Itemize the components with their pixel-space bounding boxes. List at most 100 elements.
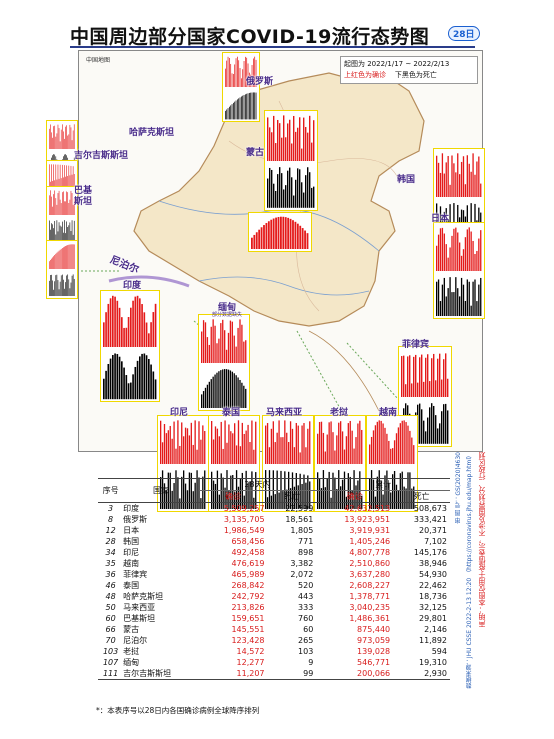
confirmed-total-cell: 3,040,235 [349, 603, 391, 612]
russia-death-bar [237, 99, 238, 120]
malaysia-confirmed-bar [295, 422, 297, 464]
pakistan-death-bar [50, 229, 51, 242]
death-total-cell: 508,673 [413, 504, 447, 513]
mongolia-death-bar [301, 182, 303, 208]
rank-cell: 103 [102, 647, 119, 656]
mongolia-confirmed-bar [287, 123, 289, 161]
death-total-cell: 18,736 [419, 592, 447, 601]
japan-death-bar [460, 277, 463, 316]
mongolia-confirmed-bar [307, 132, 309, 161]
laos-death-bar [349, 476, 351, 509]
pakistan-confirmed-bar [69, 199, 71, 215]
korea-confirmed-bar [457, 153, 459, 197]
vietnam-confirmed-bar [384, 427, 386, 464]
label-kazakhstan: 哈萨克斯坦 [129, 128, 175, 138]
thailand-death-bar [230, 475, 232, 509]
myanmar-death-bar [218, 371, 220, 408]
mongolia-death-bar [271, 169, 273, 208]
kyrgyzstan-confirmed-bar [71, 174, 73, 189]
russia-confirmed-bar [231, 73, 233, 87]
philippines-death-bar [421, 409, 423, 444]
chart-nepal [46, 240, 78, 299]
title-period-badge: 28日 [448, 26, 480, 41]
death-28-cell: 333 [298, 603, 314, 612]
header-total: 累计 [316, 478, 450, 491]
russia-confirmed-bar [245, 56, 246, 87]
chart-indonesia [157, 415, 209, 512]
pakistan-death-bar [60, 226, 62, 242]
thailand-death-bar [214, 483, 217, 509]
vietnam-death-bar [392, 474, 394, 509]
malaysia-confirmed-bar [309, 421, 311, 464]
pakistan-confirmed-bar [64, 201, 65, 215]
vietnam-death-bar [413, 486, 415, 509]
kyrgyzstan-confirmed-bar [50, 181, 51, 189]
malaysia-confirmed-bar [270, 428, 273, 464]
vietnam-death-bar [369, 478, 371, 509]
kyrgyzstan-confirmed-bar [52, 181, 53, 189]
kazakhstan-confirmed-bar [54, 125, 56, 149]
korea-confirmed-bar [472, 153, 474, 197]
india-confirmed-bar [114, 296, 116, 347]
indonesia-death-bar [198, 477, 200, 509]
kyrgyzstan-confirmed-bar [70, 165, 72, 189]
laos-confirmed-bar [355, 437, 357, 464]
russia-confirmed-bar [239, 68, 241, 87]
vietnam-confirmed-bar [407, 425, 409, 464]
philippines-confirmed-bar [437, 358, 439, 397]
china-center-confirmed-bar [267, 221, 270, 249]
malaysia-death-bar [274, 494, 276, 509]
country-cell: 菲律宾 [123, 570, 148, 579]
thailand-death-bar [237, 486, 240, 509]
thailand-death-bar [222, 477, 224, 509]
indonesia-death-bar [200, 498, 202, 509]
mongolia-confirmed-bar [289, 119, 291, 161]
rank-cell: 8 [108, 515, 114, 524]
table-row: 60 巴基斯坦 159,651 760 1,486,361 29,801 [98, 613, 450, 624]
label-indonesia: 印尼 [170, 408, 189, 418]
india-death-bar [116, 354, 119, 400]
india-confirmed-bar [152, 312, 155, 347]
china-center-confirmed-bar [253, 234, 256, 249]
russia-confirmed-bar [254, 56, 256, 87]
table-row: 12 日本 1,986,549 1,805 3,919,931 20,371 [98, 525, 450, 536]
kazakhstan-confirmed-bar [53, 126, 54, 149]
mongolia-death-bar [281, 173, 283, 208]
vietnam-confirmed-bar [392, 448, 394, 464]
philippines-death-bar [425, 431, 427, 444]
kazakhstan-confirmed-bar [55, 136, 57, 149]
korea-confirmed-bar [445, 162, 447, 197]
mongolia-confirmed-bar [277, 119, 279, 161]
india-confirmed-bar [134, 296, 137, 347]
nepal-death-bar [62, 274, 63, 296]
table-row: 35 越南 476,619 3,382 2,510,860 38,946 [98, 558, 450, 569]
confirmed-28-cell: 159,651 [231, 614, 265, 623]
russia-death-bar [233, 102, 234, 120]
japan-confirmed-bar [441, 227, 444, 271]
covid-stats-table: 序号 国家 28天内 累计 确诊 死亡 确诊 死亡 3 印度 5,509,257 22… [98, 478, 450, 680]
japan-death-bar [441, 284, 444, 316]
korea-confirmed-bar [437, 162, 440, 197]
vietnam-confirmed-bar [370, 436, 373, 464]
indonesia-confirmed-bar [184, 427, 187, 464]
indonesia-confirmed-bar [192, 444, 194, 464]
vietnam-confirmed-bar [397, 427, 400, 464]
myanmar-confirmed-bar [225, 349, 228, 363]
mongolia-death-bar [303, 192, 305, 208]
thailand-confirmed-bar [247, 424, 249, 464]
vietnam-confirmed-bar [409, 430, 411, 464]
japan-confirmed-bar [460, 255, 463, 271]
india-death-bar [109, 358, 112, 400]
mongolia-confirmed-bar [297, 127, 299, 161]
malaysia-confirmed-bar [288, 442, 290, 464]
india-death-bar [112, 355, 114, 400]
thailand-confirmed-bar [224, 420, 226, 464]
indonesia-death-bar [184, 483, 187, 509]
indonesia-death-bar [179, 498, 181, 509]
header-total-death: 死亡 [413, 492, 430, 501]
mongolia-death-bar [287, 170, 289, 208]
label-korea: 韩国 [397, 175, 416, 185]
malaysia-death-bar [266, 497, 269, 509]
thailand-confirmed-bar [251, 420, 253, 464]
mongolia-confirmed-bar [271, 132, 273, 161]
